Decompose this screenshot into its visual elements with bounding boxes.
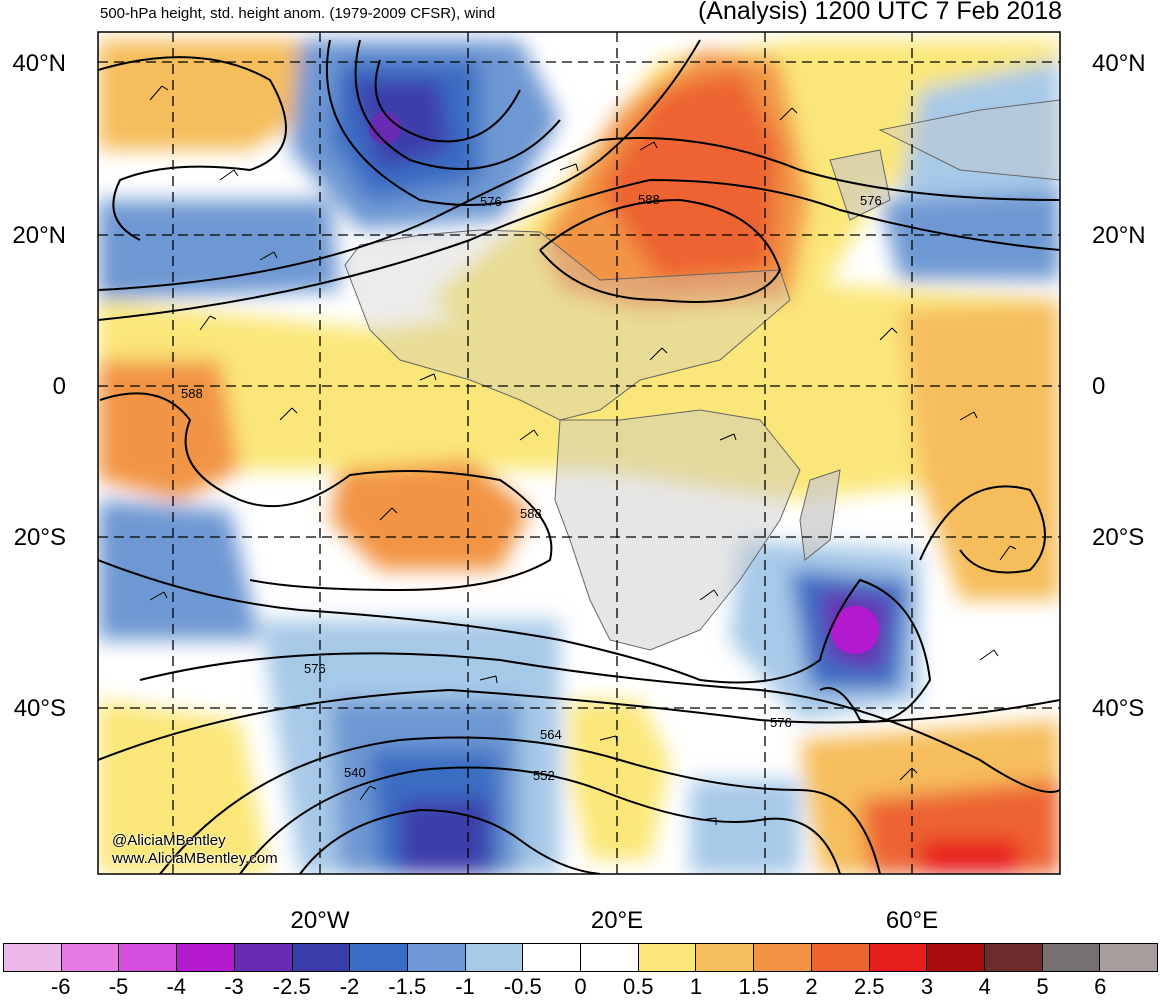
colorbar-label: 0.5: [622, 974, 654, 999]
colorbar-swatch: [350, 944, 408, 971]
colorbar-label: -1.5: [388, 974, 427, 999]
colorbar-label: 5: [1036, 974, 1049, 999]
lat-label-right: 40°S: [1092, 695, 1145, 722]
contour-label: 588: [638, 192, 660, 207]
lon-label: 60°E: [885, 907, 939, 934]
lon-label: 20°E: [590, 907, 644, 934]
anomaly-shading: [98, 40, 1060, 874]
colorbar-swatch: [696, 944, 755, 971]
colorbar-label: 1: [689, 974, 703, 999]
trough-core: [369, 112, 401, 144]
colorbar-label: 2.5: [853, 974, 885, 999]
contour-label: 588: [520, 506, 542, 521]
colorbar-label: -2: [339, 974, 360, 999]
lon-label: 20°W: [290, 907, 350, 934]
colorbar: [3, 943, 1158, 972]
colorbar-label: 6: [1094, 974, 1107, 999]
colorbar-swatch: [581, 944, 639, 971]
contour-label: 576: [304, 661, 326, 676]
colorbar-swatch: [523, 944, 582, 971]
cut-off-low-core: [831, 606, 879, 654]
lat-label-left: 0: [52, 373, 66, 400]
colorbar-swatch: [407, 944, 466, 971]
colorbar-label: 4: [978, 974, 991, 999]
colorbar-swatch: [61, 944, 120, 971]
colorbar-label: -5: [108, 974, 129, 999]
colorbar-swatch: [927, 944, 985, 971]
colorbar-swatch: [869, 944, 928, 971]
colorbar-swatch: [1042, 944, 1101, 971]
colorbar-swatch: [119, 944, 178, 971]
contour-label: 576: [860, 193, 882, 208]
wind-barbs: [149, 85, 1017, 825]
lat-label-right: 40°N: [1092, 50, 1146, 77]
lat-label-right: 0: [1092, 373, 1106, 400]
colorbar-label: -4: [166, 974, 187, 999]
lat-label-right: 20°S: [1092, 524, 1145, 551]
colorbar-label: -1: [455, 974, 475, 999]
colorbar-label: 1.5: [738, 974, 770, 999]
colorbar-label: -3: [224, 974, 244, 999]
height-contours: [98, 39, 1060, 874]
watermark-url: www.AliciaMBentley.com: [112, 850, 278, 867]
colorbar-label: -0.5: [503, 974, 542, 999]
contour-label: 576: [770, 715, 792, 730]
land-overlay: [344, 99, 1060, 651]
colorbar-label: 0: [574, 974, 587, 999]
colorbar-label: 3: [920, 974, 934, 999]
lat-label-left: 20°S: [13, 524, 66, 551]
colorbar-swatch: [984, 944, 1043, 971]
map-title-left: 500-hPa height, std. height anom. (1979-…: [100, 5, 496, 22]
contour-label: 576: [480, 194, 502, 209]
colorbar-swatch: [754, 944, 812, 971]
colorbar-swatch: [811, 944, 870, 971]
contour-label: 540: [344, 765, 366, 780]
lat-label-left: 20°N: [12, 222, 66, 249]
colorbar-label: -2.5: [272, 974, 311, 999]
colorbar-label: 2: [805, 974, 818, 999]
lat-label-left: 40°N: [12, 50, 66, 77]
colorbar-swatch: [465, 944, 524, 971]
colorbar-label: -6: [50, 974, 71, 999]
contour-label: 564: [540, 727, 562, 742]
contour-label: 552: [533, 768, 555, 783]
colorbar-swatch: [1100, 944, 1158, 971]
colorbar-swatch: [177, 944, 235, 971]
lat-label-right: 20°N: [1092, 222, 1146, 249]
map-frame: [97, 31, 1061, 875]
watermark-handle: @AliciaMBentley: [112, 832, 226, 849]
colorbar-swatch: [4, 944, 62, 971]
colorbar-swatch: [638, 944, 697, 971]
lat-lon-grid: [98, 32, 1060, 874]
lat-label-left: 40°S: [13, 695, 66, 722]
map-title-right: (Analysis) 1200 UTC 7 Feb 2018: [697, 0, 1062, 25]
contour-label: 588: [181, 386, 203, 401]
contour-label-group: 576 588 576 588 588 576 576 564 552 540: [181, 192, 882, 783]
colorbar-swatch: [234, 944, 293, 971]
colorbar-swatch: [292, 944, 351, 971]
